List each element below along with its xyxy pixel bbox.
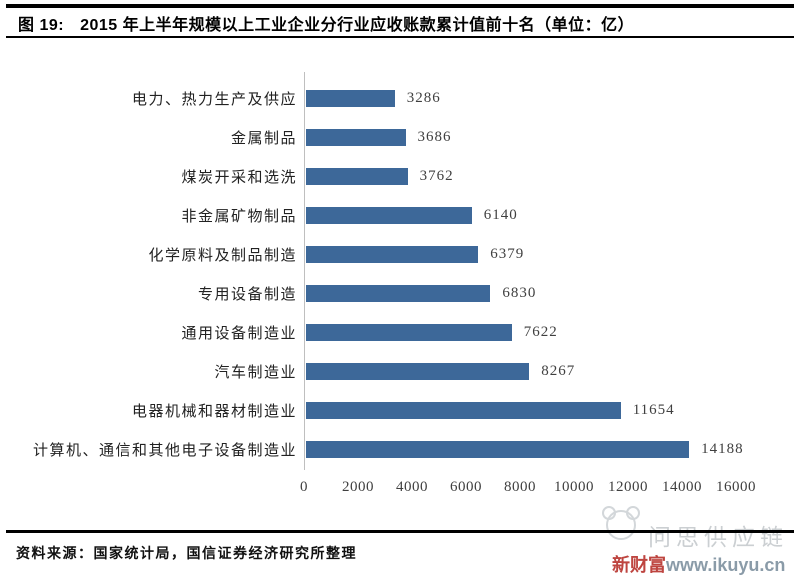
figure-title-row: 图 19: 2015 年上半年规模以上工业企业分行业应收账款累计值前十名（单位：… <box>18 11 790 35</box>
bar-row: 计算机、通信和其他电子设备制造业 14188 <box>0 430 800 469</box>
bar-row: 通用设备制造业 7622 <box>0 313 800 352</box>
logo-ear-left-circle <box>602 506 616 520</box>
value-label: 3686 <box>417 129 452 145</box>
bar-and-value: 8267 <box>306 363 575 380</box>
watermark-site-url: www.ikuyu.cn <box>666 555 786 575</box>
bar-and-value: 3762 <box>306 168 454 185</box>
bar <box>306 168 408 185</box>
bar-and-value: 14188 <box>306 441 744 458</box>
watermark-logo-icon <box>600 506 646 540</box>
category-label: 煤炭开采和选洗 <box>181 170 297 186</box>
x-tick-label: 14000 <box>662 479 702 495</box>
watermark-site-line: 新财富www.ikuyu.cn <box>612 551 785 577</box>
bar <box>306 324 512 341</box>
x-tick-label: 2000 <box>342 479 374 495</box>
x-tick-label: 8000 <box>504 479 536 495</box>
category-label: 电力、热力生产及供应 <box>131 92 297 108</box>
x-tick-label: 10000 <box>554 479 594 495</box>
category-label: 金属制品 <box>230 131 297 147</box>
category-label: 专用设备制造 <box>197 287 297 303</box>
bottom-rule <box>6 530 794 533</box>
x-tick-label: 16000 <box>716 479 756 495</box>
bar-and-value: 6140 <box>306 207 518 224</box>
bar-row: 电力、热力生产及供应 3286 <box>0 79 800 118</box>
x-axis: 0 2000 4000 6000 8000 10000 12000 14000 16000 <box>0 479 800 501</box>
bar-row: 非金属矿物制品 6140 <box>0 196 800 235</box>
bar <box>306 90 395 107</box>
bar-row: 专用设备制造 6830 <box>0 274 800 313</box>
source-note: 资料来源：国家统计局，国信证券经济研究所整理 <box>16 547 357 562</box>
category-label: 计算机、通信和其他电子设备制造业 <box>32 443 297 459</box>
figure-number-label: 图 19: <box>18 17 65 34</box>
logo-ear-right-circle <box>626 506 640 520</box>
bar-row: 电器机械和器材制造业 11654 <box>0 391 800 430</box>
watermark-site-prefix: 新财富 <box>612 555 666 575</box>
value-label: 6140 <box>483 207 518 223</box>
bar-and-value: 6379 <box>306 246 524 263</box>
figure-title: 2015 年上半年规模以上工业企业分行业应收账款累计值前十名（单位：亿） <box>80 17 635 34</box>
value-label: 3286 <box>406 90 441 106</box>
x-tick-label: 12000 <box>608 479 648 495</box>
bar-and-value: 6830 <box>306 285 536 302</box>
category-label: 通用设备制造业 <box>181 326 297 342</box>
x-tick-label: 0 <box>300 479 308 495</box>
bar <box>306 402 621 419</box>
category-label: 电器机械和器材制造业 <box>131 404 297 420</box>
value-label: 3762 <box>419 168 454 184</box>
logo-face-circle <box>606 510 636 540</box>
bar-chart: 电力、热力生产及供应 3286 金属制品 3686 煤炭开采和选洗 3762 非金属矿物制品… <box>0 79 800 469</box>
bar-row: 汽车制造业 8267 <box>0 352 800 391</box>
bar-and-value: 3286 <box>306 90 441 107</box>
value-label: 14188 <box>701 441 744 457</box>
bar <box>306 441 690 458</box>
y-axis-line <box>304 72 305 470</box>
bar-row: 金属制品 3686 <box>0 118 800 157</box>
category-label: 化学原料及制品制造 <box>148 248 297 264</box>
bar <box>306 285 491 302</box>
category-label: 非金属矿物制品 <box>181 209 297 225</box>
bar <box>306 246 479 263</box>
x-tick-label: 6000 <box>450 479 482 495</box>
category-label: 汽车制造业 <box>214 365 297 381</box>
bar <box>306 207 472 224</box>
value-label: 6379 <box>490 246 525 262</box>
bar <box>306 129 406 146</box>
bar-row: 化学原料及制品制造 6379 <box>0 235 800 274</box>
value-label: 6830 <box>502 285 537 301</box>
value-label: 11654 <box>632 402 675 418</box>
title-underline-rule <box>6 36 794 38</box>
bar-and-value: 3686 <box>306 129 452 146</box>
value-label: 7622 <box>523 324 558 340</box>
x-tick-label: 4000 <box>396 479 428 495</box>
bar <box>306 363 530 380</box>
watermark-brand-text: 问思供应链 <box>648 524 788 550</box>
bar-row: 煤炭开采和选洗 3762 <box>0 157 800 196</box>
value-label: 8267 <box>541 363 576 379</box>
bar-and-value: 7622 <box>306 324 558 341</box>
top-rule <box>6 4 794 8</box>
bar-and-value: 11654 <box>306 402 675 419</box>
